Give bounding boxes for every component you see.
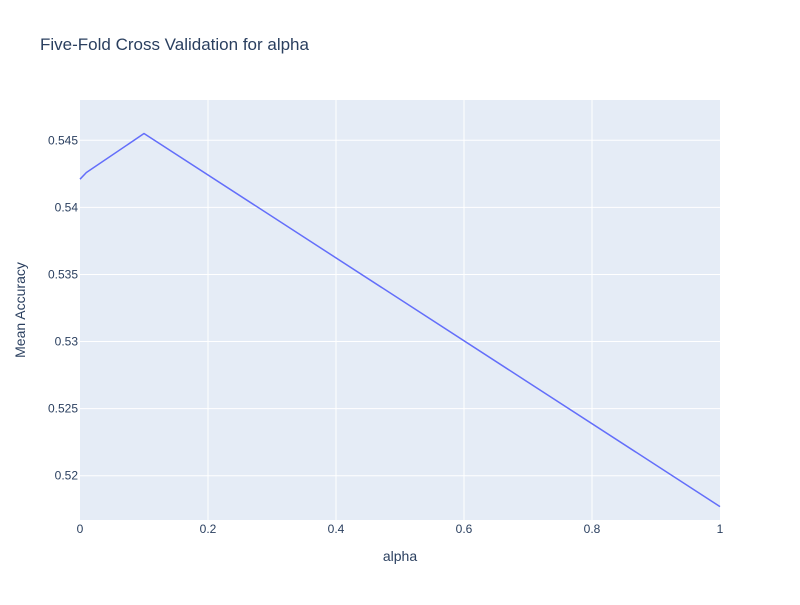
- y-tick-label: 0.545: [48, 133, 78, 147]
- y-tick-label: 0.54: [55, 200, 79, 214]
- x-tick-label: 0.4: [328, 522, 345, 536]
- x-tick-label: 0.2: [200, 522, 217, 536]
- x-tick-label: 0: [77, 522, 84, 536]
- tick-labels: 0.52 0.525 0.53 0.535 0.54 0.545 0 0.2 0.4 0.6 0.8…: [48, 133, 724, 536]
- grid-lines: [80, 100, 720, 520]
- y-tick-label: 0.52: [55, 469, 79, 483]
- series-layer: [79, 132, 721, 508]
- series-line: [79, 132, 721, 508]
- y-tick-label: 0.535: [48, 267, 78, 281]
- y-tick-label: 0.525: [48, 402, 78, 416]
- x-tick-label: 1: [717, 522, 724, 536]
- x-tick-label: 0.6: [456, 522, 473, 536]
- y-tick-label: 0.53: [55, 335, 79, 349]
- chart-title: Five-Fold Cross Validation for alpha: [40, 35, 310, 54]
- x-axis-title: alpha: [383, 548, 417, 564]
- plot-area: [80, 100, 720, 520]
- y-axis-title: Mean Accuracy: [12, 262, 28, 358]
- x-tick-label: 0.8: [584, 522, 601, 536]
